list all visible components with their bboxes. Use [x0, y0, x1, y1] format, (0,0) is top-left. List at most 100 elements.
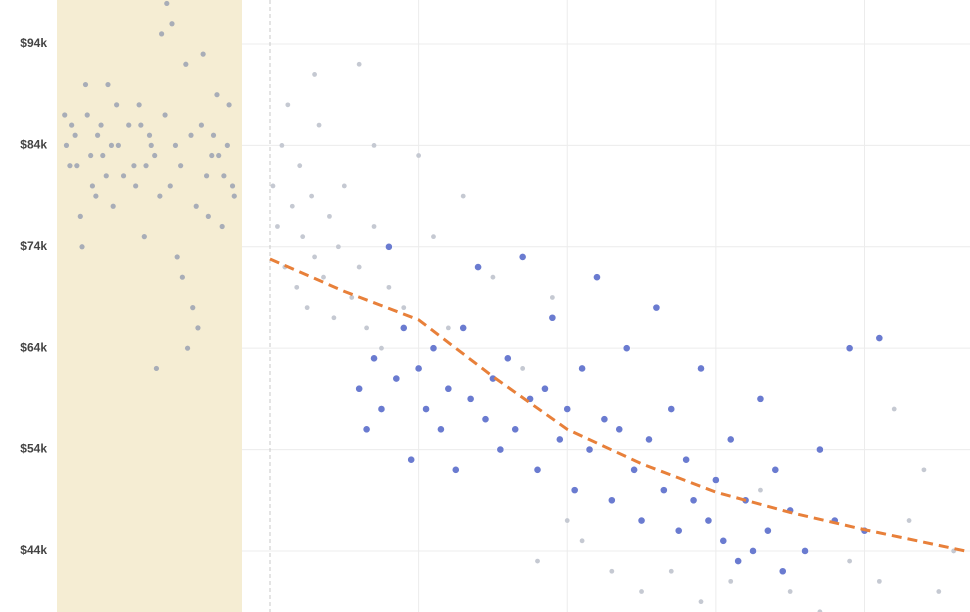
strip-point: [210, 132, 217, 138]
strip-point: [103, 173, 109, 179]
point: [600, 415, 609, 424]
point: [377, 405, 386, 413]
point: [416, 153, 422, 158]
strip-point: [188, 132, 194, 138]
point: [682, 455, 691, 464]
point: [355, 384, 364, 393]
point: [579, 538, 585, 544]
strip-point: [214, 92, 220, 98]
strip-point: [157, 193, 163, 199]
y-tick-label: $64k: [20, 340, 47, 354]
strip-point: [115, 142, 121, 148]
point: [645, 435, 653, 444]
strip-point: [114, 102, 120, 108]
strip-point: [79, 244, 85, 250]
strip-point: [120, 173, 127, 179]
point: [407, 455, 416, 464]
strip-point: [179, 274, 185, 280]
strip-point: [138, 122, 144, 128]
point: [520, 366, 526, 371]
strip-point: [221, 173, 227, 179]
point: [399, 324, 408, 332]
point: [279, 142, 285, 148]
strip-point: [143, 163, 149, 169]
point: [548, 313, 557, 322]
point: [429, 344, 438, 353]
point: [401, 305, 407, 311]
strip-point: [110, 203, 116, 209]
point: [289, 203, 295, 209]
point: [490, 274, 496, 280]
point: [535, 558, 540, 564]
strip-point: [153, 365, 160, 372]
point: [304, 305, 310, 311]
point: [549, 295, 555, 300]
point: [386, 284, 392, 290]
strip-point: [178, 163, 184, 169]
strip-point: [105, 81, 111, 88]
point: [327, 213, 332, 219]
point: [564, 518, 570, 523]
point: [639, 589, 644, 594]
strip-point: [84, 112, 90, 118]
strip-point: [133, 183, 139, 189]
point: [570, 486, 579, 495]
point: [704, 516, 713, 525]
point: [921, 467, 927, 473]
point: [845, 344, 854, 353]
strip-point: [174, 254, 180, 260]
strip-point: [183, 61, 189, 67]
point: [674, 526, 683, 535]
trend-line: [269, 257, 970, 554]
strip-point: [162, 112, 168, 118]
point: [637, 516, 646, 525]
strip-point: [100, 152, 106, 159]
strip-point: [74, 163, 80, 169]
point: [578, 364, 587, 373]
strip-band: [57, 0, 242, 612]
point: [593, 273, 601, 282]
point: [431, 234, 436, 240]
point: [630, 465, 639, 474]
strip-point: [108, 142, 115, 148]
point: [331, 315, 337, 321]
strip-point: [82, 81, 89, 88]
point: [270, 183, 276, 189]
point: [481, 415, 490, 424]
strip-point: [184, 345, 191, 351]
strip-point: [172, 142, 179, 148]
strip-point: [209, 152, 215, 159]
point: [437, 425, 445, 434]
point: [563, 405, 572, 413]
point: [689, 496, 698, 505]
point: [734, 557, 743, 566]
point: [726, 435, 735, 444]
point: [379, 345, 384, 351]
strip-point: [164, 0, 170, 7]
strip-point: [231, 193, 237, 199]
strip-point: [159, 31, 165, 37]
strip-point: [141, 234, 147, 240]
strip-point: [169, 21, 175, 27]
strip-point: [93, 193, 99, 199]
point: [356, 264, 362, 270]
strip-point: [62, 112, 68, 118]
point: [444, 384, 453, 393]
y-tick-label: $44k: [20, 543, 47, 557]
strip-point: [69, 122, 75, 128]
point: [445, 325, 451, 331]
strip-point: [195, 325, 201, 331]
point: [711, 476, 720, 484]
point: [758, 487, 763, 493]
point: [511, 425, 520, 434]
y-tick-label: $74k: [20, 239, 47, 253]
point: [787, 589, 793, 594]
strip-point: [136, 102, 142, 108]
point: [371, 224, 377, 229]
strip-point: [148, 142, 154, 148]
point: [891, 406, 897, 412]
point: [309, 193, 315, 199]
point: [422, 405, 430, 413]
point: [756, 394, 765, 403]
